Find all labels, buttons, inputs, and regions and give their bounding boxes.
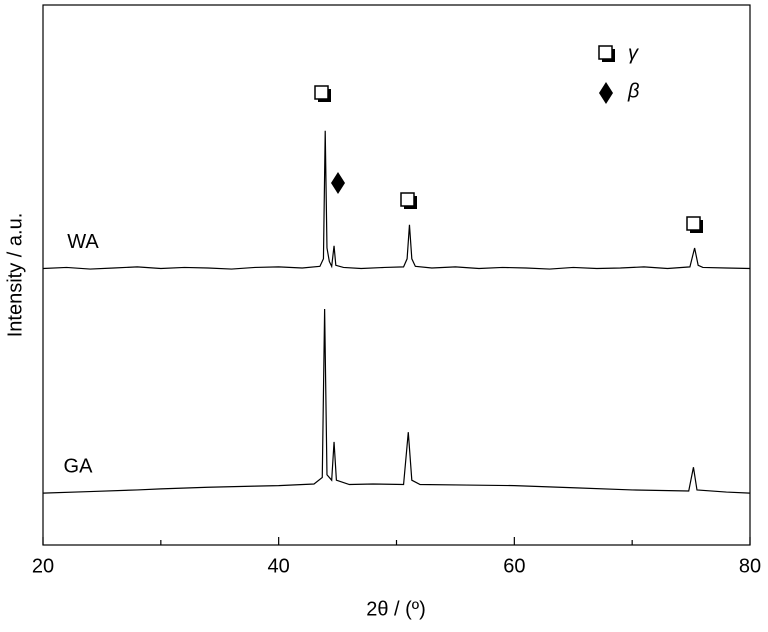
x-axis-label: 2θ / (º) (366, 598, 426, 620)
pattern-line (42, 130, 751, 270)
gamma-markers (314, 45, 703, 233)
legend-label: β (627, 80, 639, 102)
x-tick-label: 40 (268, 555, 290, 577)
pattern-line (42, 309, 751, 494)
series-label: WA (67, 231, 99, 253)
plot-frame (42, 4, 751, 546)
x-tick-label: 80 (739, 555, 761, 577)
beta-markers (331, 82, 613, 194)
x-tick-label: 60 (503, 555, 525, 577)
y-axis-label: Intensity / a.u. (4, 213, 26, 338)
legend-label: γ (628, 42, 639, 64)
x-tick-label: 20 (32, 555, 54, 577)
series-label: GA (64, 455, 94, 477)
